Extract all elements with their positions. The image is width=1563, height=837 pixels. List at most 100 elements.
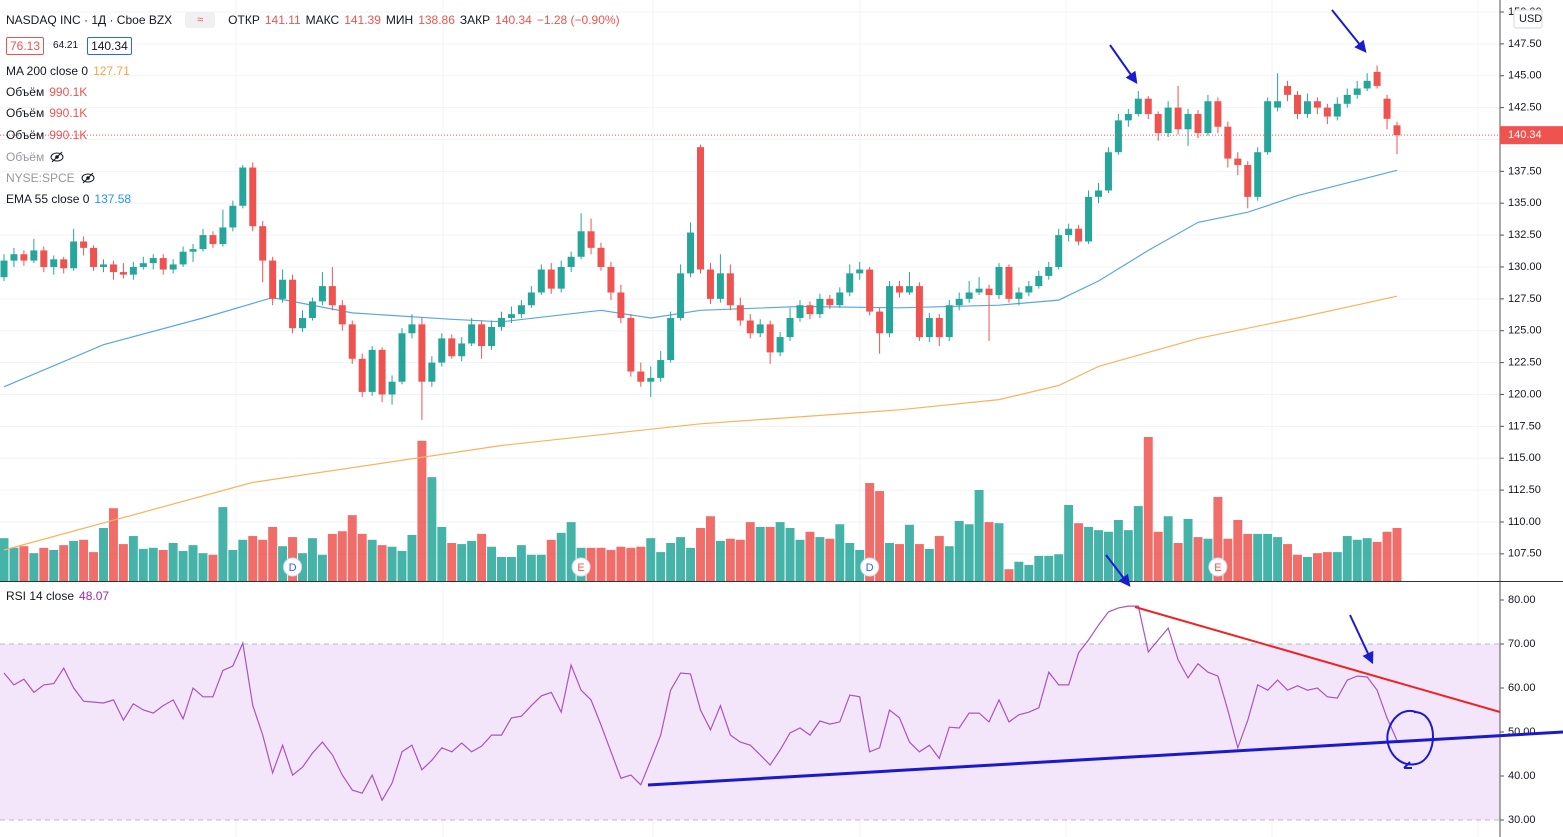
y-tick-label: 125.00 bbox=[1508, 325, 1542, 337]
volume-bar bbox=[1293, 554, 1302, 581]
candle-body bbox=[995, 266, 1003, 296]
axis-area: 150.00147.50145.00142.50140.00137.50135.… bbox=[1500, 6, 1563, 826]
volume-bar bbox=[49, 549, 59, 581]
legend-row: NYSE:SPCE bbox=[6, 170, 96, 186]
header-row: NASDAQ INC · 1Д · Cboe BZX ≈ ОТКР 141.11 … bbox=[6, 12, 620, 28]
volume-bar bbox=[1362, 538, 1372, 581]
volume-bar bbox=[1253, 533, 1263, 581]
volume-bar bbox=[188, 545, 198, 581]
volume-bar bbox=[317, 554, 327, 581]
y-tick-label: 112.50 bbox=[1508, 484, 1541, 496]
candle-body bbox=[358, 358, 366, 392]
legend-name: Объём bbox=[6, 106, 45, 120]
ohlc-value: 140.34 bbox=[495, 13, 532, 27]
candle-body bbox=[577, 231, 585, 257]
legend-row: EMA 55 close 0 137.58 bbox=[6, 191, 131, 207]
volume-bar bbox=[586, 547, 596, 581]
legend-name: RSI 14 close bbox=[6, 589, 75, 603]
candle-body bbox=[915, 286, 923, 338]
candle-body bbox=[348, 324, 356, 359]
candle-body bbox=[418, 324, 426, 382]
legend-value: 127.71 bbox=[93, 64, 130, 78]
volume-bar bbox=[745, 522, 755, 581]
volume-bar bbox=[556, 532, 566, 581]
candle-body bbox=[1274, 101, 1282, 108]
volume-bar bbox=[397, 551, 407, 581]
volume-bar bbox=[228, 549, 238, 581]
candle-body bbox=[1214, 101, 1222, 127]
volume-bar bbox=[805, 531, 815, 581]
candle-body bbox=[239, 167, 247, 206]
candle-body bbox=[448, 338, 456, 357]
candle-body bbox=[945, 305, 953, 338]
candle-body bbox=[468, 324, 476, 344]
volume-bar bbox=[656, 552, 666, 581]
volume-bar bbox=[178, 551, 188, 581]
volume-bar bbox=[1332, 552, 1342, 581]
volume-bar bbox=[208, 554, 218, 581]
volume-bar bbox=[1064, 504, 1074, 581]
volume-bar bbox=[1243, 533, 1253, 581]
candle-body bbox=[1134, 98, 1142, 114]
volume-bar bbox=[1322, 552, 1332, 581]
hidden-icon[interactable] bbox=[49, 150, 65, 164]
volume-bar bbox=[148, 547, 158, 581]
candle-body bbox=[80, 241, 88, 248]
candle-body bbox=[1005, 266, 1013, 299]
legend-row: RSI 14 close 48.07 bbox=[6, 588, 109, 604]
volume-bar bbox=[407, 534, 417, 581]
candle-body bbox=[1363, 80, 1371, 89]
y-tick-label: 135.00 bbox=[1508, 197, 1542, 209]
volume-bar bbox=[994, 523, 1004, 581]
volume-bar bbox=[268, 526, 278, 581]
candle-body bbox=[249, 167, 257, 227]
ohlc-label: МАКС bbox=[305, 13, 340, 27]
candle-body bbox=[40, 250, 48, 267]
volume-bar bbox=[377, 545, 387, 581]
candle-body bbox=[1144, 98, 1152, 114]
candle-body bbox=[60, 259, 68, 269]
candle-body bbox=[627, 317, 635, 372]
candle-body bbox=[388, 381, 396, 395]
candle-body bbox=[1224, 126, 1232, 159]
candle-body bbox=[70, 241, 78, 269]
candle-body bbox=[149, 258, 157, 264]
volume-bar bbox=[367, 539, 377, 581]
legend-name: NYSE:SPCE bbox=[6, 171, 75, 185]
y-tick-label: 30.00 bbox=[1508, 814, 1536, 826]
y-tick-label: 80.00 bbox=[1508, 594, 1536, 606]
candle-body bbox=[806, 305, 814, 315]
legend-value: 48.07 bbox=[79, 589, 110, 603]
candle-body bbox=[756, 324, 764, 334]
y-tick-label: 120.00 bbox=[1508, 388, 1542, 400]
candle-body bbox=[617, 292, 625, 318]
volume-bar bbox=[477, 533, 487, 581]
volume-bar bbox=[1213, 496, 1223, 581]
candle-body bbox=[119, 272, 127, 275]
volume-bar bbox=[59, 545, 69, 581]
volume-bar bbox=[128, 536, 138, 581]
highlight-circle bbox=[1386, 710, 1434, 769]
candle-body bbox=[328, 286, 336, 306]
hidden-icon[interactable] bbox=[80, 171, 96, 185]
candle-body bbox=[836, 292, 844, 306]
candle-body bbox=[1343, 94, 1351, 104]
candle-body bbox=[826, 298, 834, 306]
candle-body bbox=[338, 305, 346, 325]
candle-body bbox=[1254, 152, 1262, 197]
legend-row: Объём 990.1K bbox=[6, 127, 87, 143]
candle-body bbox=[1055, 235, 1063, 267]
volume-bar bbox=[9, 547, 19, 581]
volume-bar bbox=[696, 528, 705, 581]
candle-body bbox=[10, 254, 18, 261]
candle-body bbox=[1174, 107, 1182, 130]
volume-bar bbox=[1074, 523, 1084, 581]
y-tick-label: 142.50 bbox=[1508, 102, 1542, 114]
candle-body bbox=[776, 337, 784, 353]
volume-bar bbox=[1342, 536, 1352, 581]
event-marker bbox=[860, 557, 880, 577]
compare-button[interactable]: ≈ bbox=[185, 12, 216, 28]
candle-body bbox=[90, 247, 98, 267]
volume-bar bbox=[885, 542, 895, 581]
arrow bbox=[1331, 9, 1367, 53]
